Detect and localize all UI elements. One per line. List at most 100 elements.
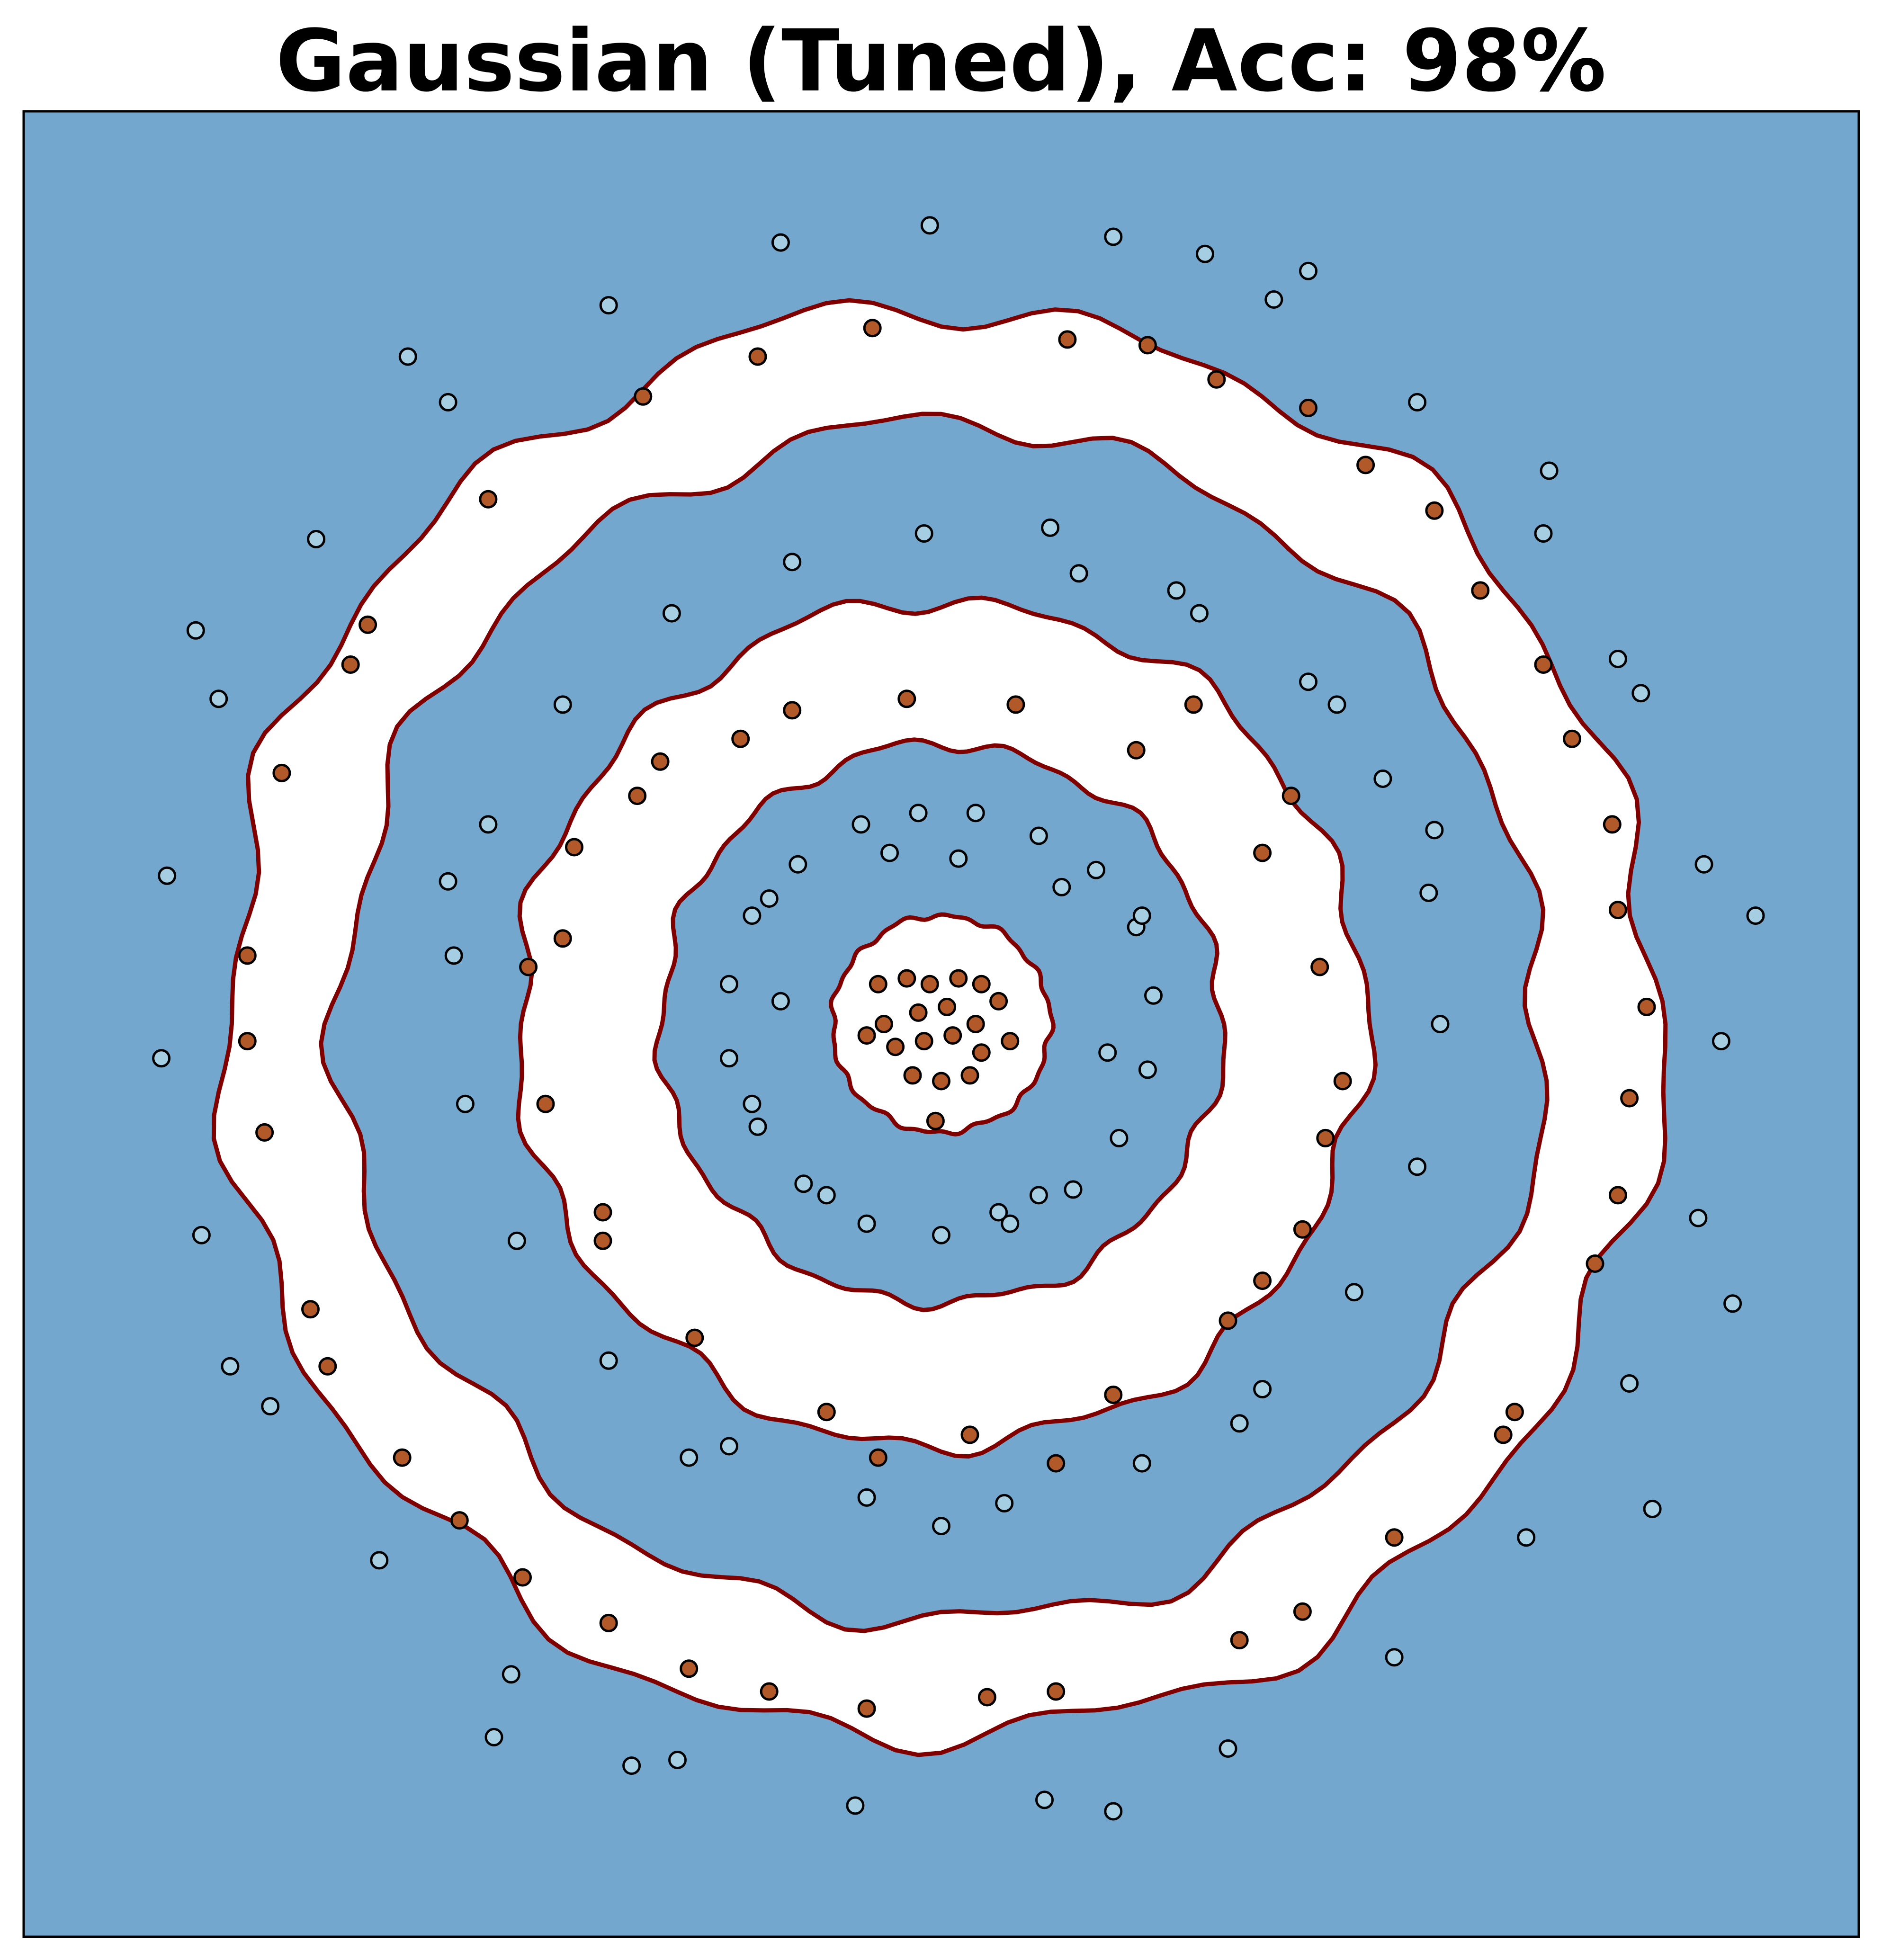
data-point-inner bbox=[886, 1038, 905, 1056]
data-point-outer bbox=[370, 1551, 389, 1570]
data-point-inner bbox=[1001, 1032, 1020, 1051]
data-point-outer bbox=[1408, 1157, 1427, 1176]
data-point-outer bbox=[1385, 1648, 1404, 1667]
data-point-outer bbox=[1723, 1294, 1742, 1313]
data-point-outer bbox=[192, 1226, 211, 1244]
data-point-outer bbox=[221, 1357, 240, 1376]
data-point-outer bbox=[1643, 1500, 1662, 1518]
data-point-inner bbox=[1494, 1425, 1513, 1444]
data-point-outer bbox=[1104, 1802, 1123, 1821]
data-point-inner bbox=[914, 1032, 933, 1051]
data-point-inner bbox=[1047, 1682, 1066, 1701]
data-point-inner bbox=[634, 387, 653, 406]
data-point-inner bbox=[972, 1043, 991, 1062]
data-point-inner bbox=[1127, 741, 1146, 760]
data-point-inner bbox=[1603, 815, 1622, 834]
data-point-inner bbox=[1608, 1186, 1627, 1205]
data-point-outer bbox=[1041, 518, 1060, 537]
data-point-outer bbox=[1746, 906, 1765, 925]
data-point-outer bbox=[1219, 1739, 1237, 1758]
data-point-outer bbox=[966, 804, 985, 823]
data-point-outer bbox=[1029, 826, 1048, 845]
data-point-outer bbox=[748, 1117, 767, 1136]
decision-boundary-line bbox=[319, 412, 1550, 1633]
data-point-outer bbox=[783, 553, 802, 572]
data-point-inner bbox=[960, 1066, 979, 1085]
data-point-outer bbox=[720, 1437, 738, 1456]
data-point-outer bbox=[743, 906, 762, 925]
data-point-inner bbox=[869, 975, 887, 993]
data-point-outer bbox=[158, 866, 177, 885]
data-point-inner bbox=[1104, 1386, 1123, 1404]
data-point-inner bbox=[301, 1300, 320, 1319]
data-point-inner bbox=[238, 1032, 257, 1051]
data-point-inner bbox=[238, 946, 257, 965]
data-point-outer bbox=[1035, 1790, 1054, 1809]
data-point-outer bbox=[1064, 1180, 1083, 1199]
data-point-outer bbox=[1712, 1032, 1730, 1051]
data-point-inner bbox=[1299, 398, 1317, 417]
data-point-outer bbox=[1408, 393, 1427, 412]
data-point-outer bbox=[1069, 564, 1088, 583]
data-point-inner bbox=[1505, 1403, 1524, 1422]
data-point-inner bbox=[1230, 1631, 1249, 1650]
data-point-outer bbox=[1620, 1374, 1639, 1393]
data-point-outer bbox=[622, 1756, 641, 1775]
data-point-outer bbox=[1299, 261, 1317, 280]
data-point-outer bbox=[989, 1203, 1008, 1222]
data-point-outer bbox=[553, 695, 572, 714]
data-point-inner bbox=[1385, 1528, 1404, 1547]
data-point-inner bbox=[255, 1123, 274, 1142]
data-point-inner bbox=[857, 1026, 876, 1045]
data-point-outer bbox=[439, 872, 457, 891]
data-point-inner bbox=[863, 319, 882, 338]
data-point-inner bbox=[903, 1066, 922, 1085]
data-point-outer bbox=[932, 1517, 950, 1536]
data-point-inner bbox=[1310, 958, 1329, 976]
data-point-outer bbox=[1132, 1454, 1151, 1473]
data-point-inner bbox=[513, 1568, 532, 1587]
data-point-inner bbox=[680, 1659, 699, 1678]
data-point-outer bbox=[1540, 461, 1559, 480]
data-point-inner bbox=[943, 1026, 962, 1045]
data-point-outer bbox=[1132, 906, 1151, 925]
data-point-inner bbox=[897, 689, 916, 708]
decision-boundary-line bbox=[516, 595, 1378, 1459]
data-point-inner bbox=[1608, 901, 1627, 920]
data-point-outer bbox=[1517, 1528, 1536, 1547]
data-point-outer bbox=[720, 1049, 738, 1068]
data-point-outer bbox=[909, 804, 928, 823]
data-point-inner bbox=[1637, 997, 1656, 1016]
data-point-outer bbox=[398, 347, 417, 366]
data-point-outer bbox=[914, 524, 933, 543]
data-point-inner bbox=[909, 1003, 928, 1022]
data-point-inner bbox=[874, 1015, 893, 1033]
data-point-inner bbox=[760, 1682, 779, 1701]
data-point-inner bbox=[536, 1094, 555, 1113]
data-point-outer bbox=[1299, 672, 1317, 691]
data-point-inner bbox=[949, 969, 968, 988]
data-point-inner bbox=[450, 1511, 469, 1530]
data-point-inner bbox=[1620, 1089, 1639, 1108]
data-point-inner bbox=[1253, 843, 1272, 862]
data-point-inner bbox=[1293, 1220, 1312, 1239]
chart-title: Gaussian (Tuned), Acc: 98% bbox=[276, 12, 1606, 111]
data-point-outer bbox=[1327, 695, 1346, 714]
data-point-inner bbox=[817, 1403, 836, 1422]
data-point-outer bbox=[186, 621, 205, 640]
data-point-inner bbox=[565, 838, 583, 857]
data-point-inner bbox=[519, 958, 538, 976]
data-point-outer bbox=[152, 1049, 171, 1068]
data-point-inner bbox=[1425, 501, 1444, 520]
data-point-inner bbox=[599, 1613, 618, 1632]
data-point-inner bbox=[318, 1357, 337, 1376]
decision-boundary-line bbox=[211, 298, 1668, 1757]
decision-boundary-line bbox=[828, 912, 1056, 1137]
data-point-inner bbox=[1047, 1454, 1066, 1473]
data-point-outer bbox=[1196, 244, 1214, 263]
data-point-inner bbox=[1356, 456, 1375, 474]
data-point-inner bbox=[272, 763, 291, 782]
data-point-outer bbox=[720, 975, 738, 993]
data-point-outer bbox=[1052, 877, 1071, 896]
data-point-outer bbox=[484, 1727, 503, 1746]
